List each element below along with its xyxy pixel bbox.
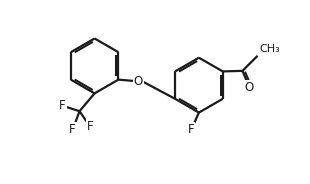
Text: F: F [188,123,195,136]
Text: F: F [59,99,66,112]
Text: O: O [245,81,254,94]
Text: F: F [86,120,93,133]
Text: O: O [134,75,143,88]
Text: CH₃: CH₃ [259,44,280,54]
Text: F: F [69,123,76,136]
